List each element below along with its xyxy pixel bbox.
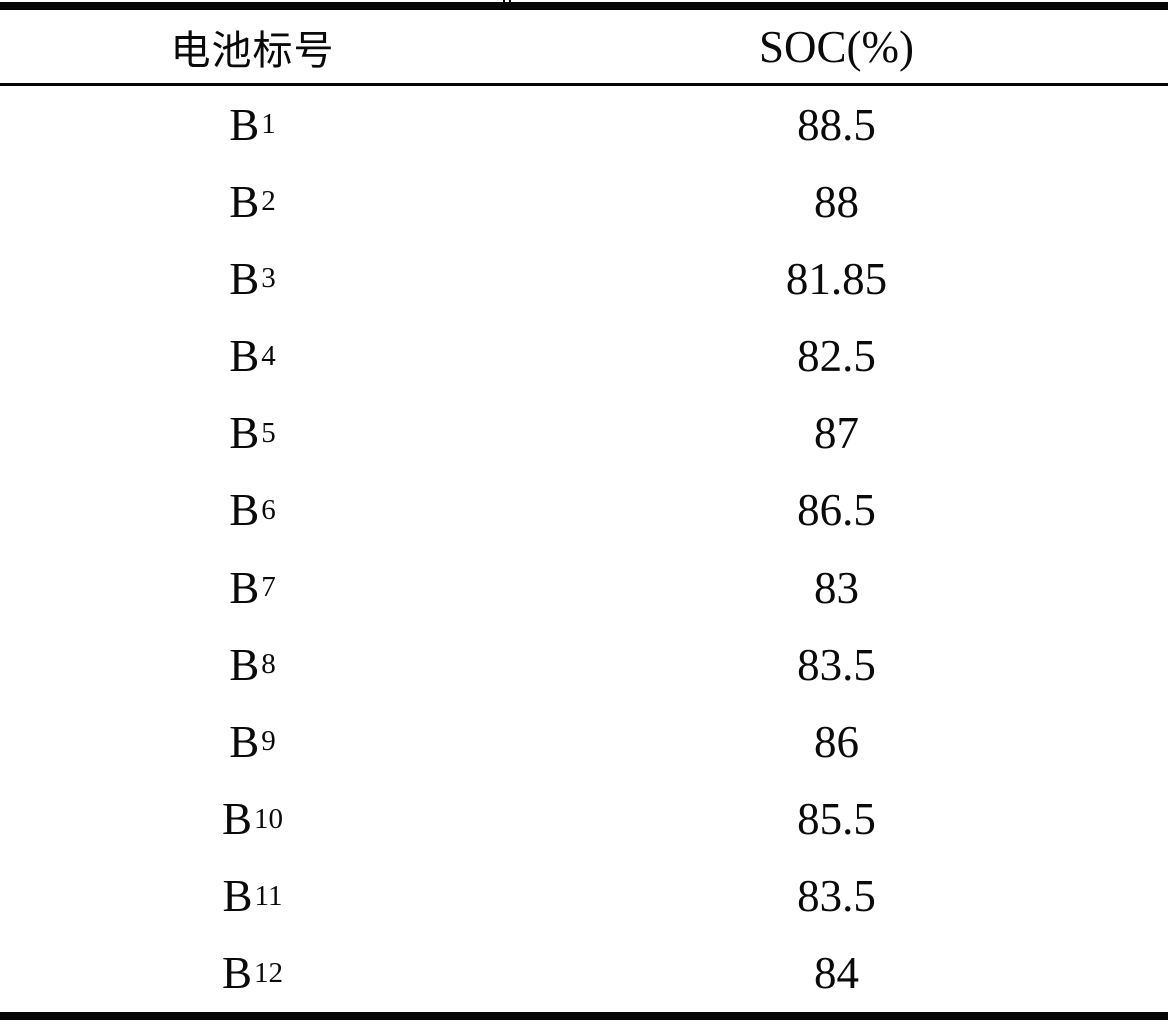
- soc-value: 83.5: [797, 871, 876, 922]
- battery-label-base: B: [222, 871, 253, 922]
- battery-label-subscript: 2: [261, 185, 276, 218]
- table-top-rule: [0, 2, 1168, 10]
- battery-label-subscript: 10: [254, 802, 283, 835]
- battery-label-base: B: [221, 948, 252, 999]
- table-row: B 11 83.5: [0, 858, 1168, 935]
- soc-value: 87: [814, 408, 859, 459]
- battery-label-base: B: [229, 176, 260, 227]
- battery-label-base: B: [229, 331, 260, 382]
- battery-label-subscript: 9: [261, 725, 276, 758]
- battery-label-base: B: [229, 485, 260, 536]
- battery-label: B 11: [0, 858, 505, 935]
- soc-value: 86.5: [797, 485, 876, 536]
- battery-label-subscript: 5: [261, 416, 276, 449]
- battery-label-subscript: 12: [254, 956, 283, 989]
- soc-value: 88.5: [797, 99, 876, 150]
- battery-label-base: B: [229, 716, 260, 767]
- soc-value: 82.5: [797, 331, 876, 382]
- battery-label: B 10: [0, 780, 505, 857]
- soc-value: 83.5: [797, 639, 876, 690]
- soc-value: 85.5: [797, 794, 876, 845]
- battery-label-subscript: 11: [254, 879, 283, 912]
- soc-value: 81.85: [785, 253, 888, 304]
- battery-label-base: B: [229, 99, 260, 150]
- battery-label-subscript: 3: [261, 262, 276, 295]
- battery-label-base: B: [229, 562, 260, 613]
- table-bottom-rule: [0, 1012, 1168, 1020]
- table-header-row: 电池标号 SOC(%): [0, 10, 1168, 83]
- soc-value: 84: [814, 948, 859, 999]
- column-divider-tick: [509, 0, 511, 3]
- column-divider-tick: [503, 0, 505, 3]
- battery-label-subscript: 7: [261, 571, 276, 604]
- header-soc-label: SOC(%): [759, 21, 914, 72]
- battery-label-base: B: [229, 253, 260, 304]
- battery-label-subscript: 6: [261, 493, 276, 526]
- table-header-rule: [0, 83, 1168, 86]
- table-row: B 12 84: [0, 935, 1168, 1012]
- soc-value: 86: [814, 716, 859, 767]
- battery-label-base: B: [221, 794, 252, 845]
- battery-label-subscript: 8: [261, 648, 276, 681]
- header-battery-label: 电池标号: [170, 27, 335, 73]
- battery-label-subscript: 1: [261, 108, 276, 141]
- battery-label: B 12: [0, 935, 505, 1012]
- battery-label-subscript: 4: [261, 339, 276, 372]
- soc-value: 88: [814, 176, 859, 227]
- battery-label-base: B: [229, 408, 260, 459]
- table-row: B 10 85.5: [0, 780, 1168, 857]
- soc-value: 83: [814, 562, 859, 613]
- battery-label-base: B: [229, 639, 260, 690]
